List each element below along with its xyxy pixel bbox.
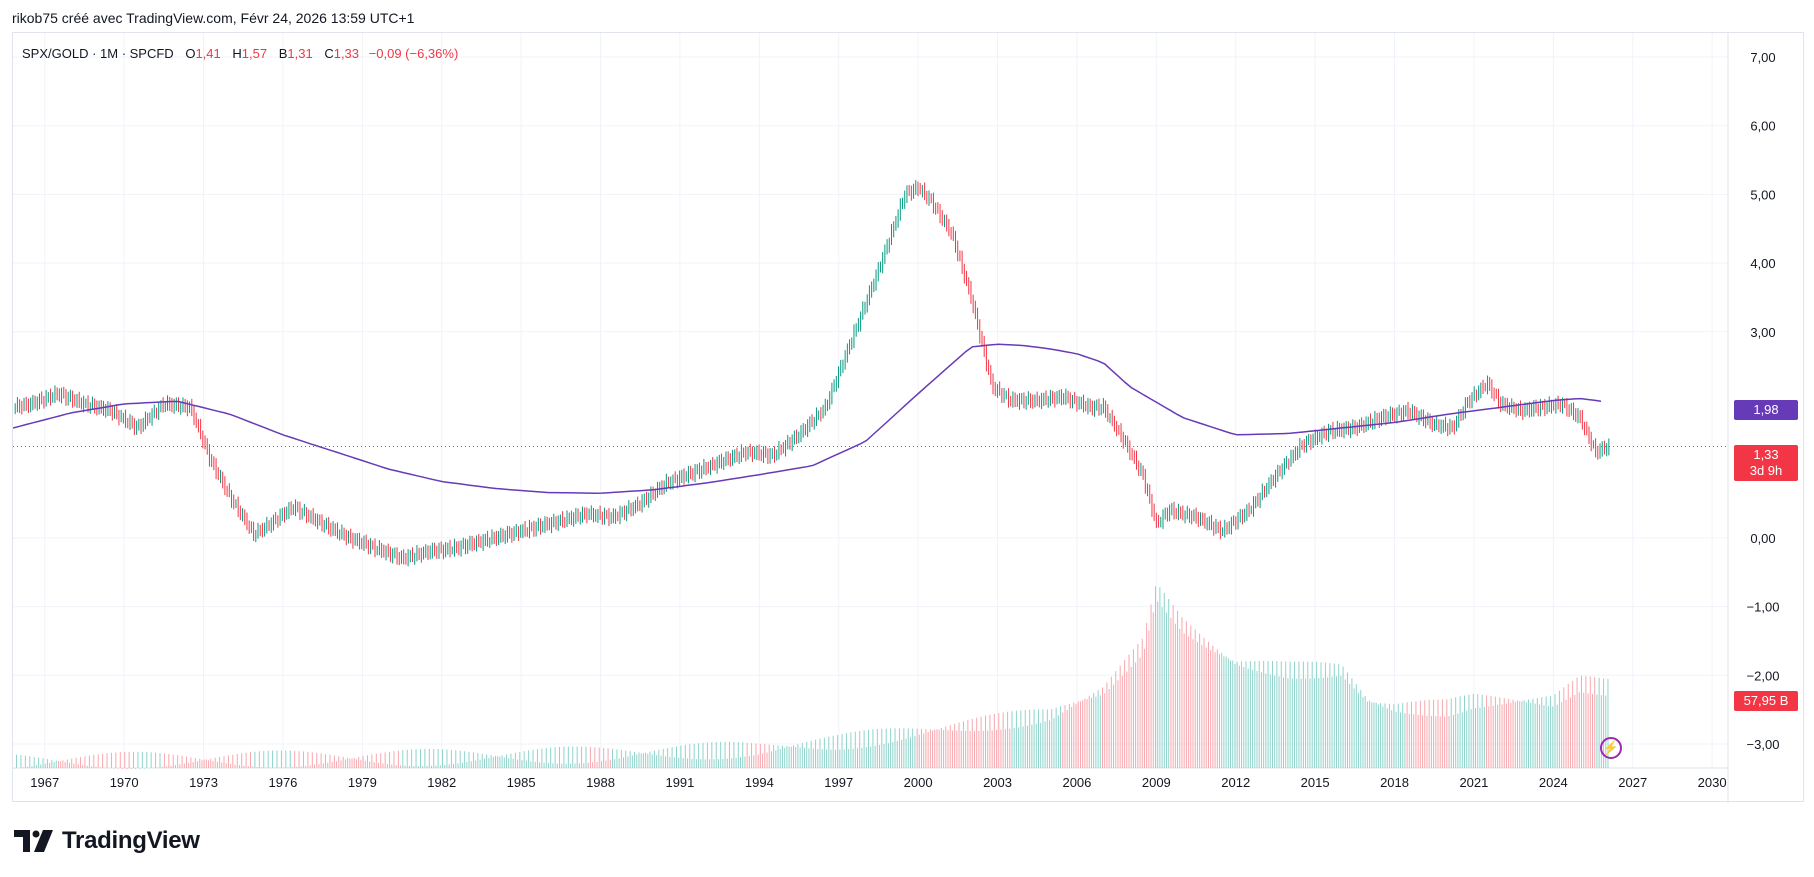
bar-countdown: 3d 9h xyxy=(1749,463,1783,478)
lightning-icon[interactable]: ⚡ xyxy=(1600,737,1622,759)
x-tick-label: 1988 xyxy=(586,775,615,790)
legend-symbol[interactable]: SPX/GOLD · 1M · SPCFD xyxy=(22,46,174,61)
y-tick-label: 7,00 xyxy=(1750,50,1775,65)
x-tick-label: 2027 xyxy=(1618,775,1647,790)
y-tick-label: 3,00 xyxy=(1750,325,1775,340)
legend-low-value: 1,31 xyxy=(287,46,313,61)
y-tick-label: −2,00 xyxy=(1747,668,1780,683)
last-price-tag: 1,33 3d 9h xyxy=(1734,445,1798,481)
x-tick-label: 2015 xyxy=(1301,775,1330,790)
legend-close-label: C xyxy=(324,46,334,61)
ma-value-tag: 1,98 xyxy=(1734,400,1798,420)
y-tick-label: −3,00 xyxy=(1747,737,1780,752)
x-tick-label: 1979 xyxy=(348,775,377,790)
last-price-value: 1,33 xyxy=(1753,447,1779,462)
x-tick-label: 1994 xyxy=(745,775,774,790)
x-tick-label: 2012 xyxy=(1221,775,1250,790)
legend-high-label: H xyxy=(232,46,242,61)
x-tick-label: 2006 xyxy=(1062,775,1091,790)
x-tick-label: 2018 xyxy=(1380,775,1409,790)
brand-name: TradingView xyxy=(62,827,200,854)
y-tick-label: 0,00 xyxy=(1750,531,1775,546)
x-tick-label: 1985 xyxy=(507,775,536,790)
x-tick-label: 2030 xyxy=(1698,775,1727,790)
tradingview-logo[interactable]: TradingView xyxy=(14,826,200,856)
price-chart[interactable]: 7,00 6,00 5,00 4,00 3,00 0,00 −1,00 −2,00 −3,00 1… xyxy=(13,33,1805,803)
y-tick-label: 6,00 xyxy=(1750,119,1775,134)
tv-logo-icon xyxy=(14,830,53,852)
chart-frame[interactable]: 7,00 6,00 5,00 4,00 3,00 0,00 −1,00 −2,00 −3,00 1… xyxy=(12,32,1805,803)
x-tick-label: 1982 xyxy=(427,775,456,790)
legend-open-value: 1,41 xyxy=(195,46,221,61)
legend-high-value: 1,57 xyxy=(241,46,268,61)
x-tick-label: 1997 xyxy=(824,775,853,790)
legend-low-label: B xyxy=(278,46,288,61)
attribution-text: rikob75 créé avec TradingView.com, Févr … xyxy=(12,10,415,26)
y-tick-label: 4,00 xyxy=(1750,256,1775,271)
moving-average-line xyxy=(13,343,1602,494)
x-tick-label: 2003 xyxy=(983,775,1012,790)
volume-value-tag: 57,95 B xyxy=(1734,691,1798,711)
ohlc-legend: SPX/GOLD · 1M · SPCFD O1,41 H1,57 B1,31 … xyxy=(22,46,458,61)
legend-open-label: O xyxy=(185,46,196,61)
x-tick-label: 1967 xyxy=(30,775,59,790)
legend-change-value: −0,09 (−6,36%) xyxy=(368,46,459,61)
x-tick-label: 2024 xyxy=(1539,775,1568,790)
x-tick-label: 1973 xyxy=(189,775,218,790)
x-tick-label: 1970 xyxy=(110,775,139,790)
x-tick-label: 2000 xyxy=(904,775,933,790)
x-tick-label: 1991 xyxy=(665,775,694,790)
x-tick-label: 2009 xyxy=(1142,775,1171,790)
x-tick-label: 1976 xyxy=(268,775,297,790)
y-tick-label: −1,00 xyxy=(1747,600,1780,615)
x-tick-label: 2021 xyxy=(1459,775,1488,790)
legend-close-value: 1,33 xyxy=(333,46,360,61)
y-tick-label: 5,00 xyxy=(1750,187,1775,202)
